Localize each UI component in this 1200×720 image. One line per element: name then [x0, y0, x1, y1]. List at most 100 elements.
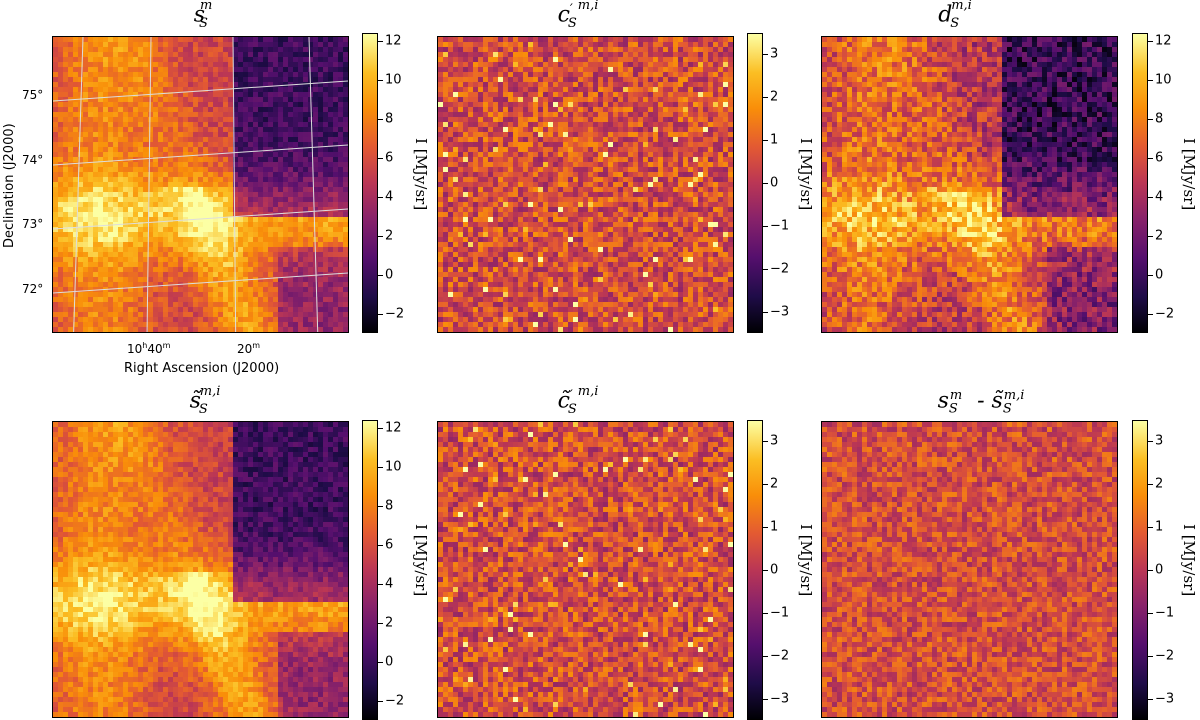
colorbar-tick: [378, 622, 383, 624]
colorbar-tick-label: −3: [770, 691, 789, 706]
colorbar-tick-label: 10: [385, 459, 402, 474]
map-residual: [821, 421, 1118, 718]
colorbar-tick: [763, 698, 768, 700]
colorbar-sm: [362, 33, 378, 333]
cbar-label-ctilde: I [MJy/sr]: [797, 524, 815, 596]
colorbar-tick: [763, 655, 768, 657]
colorbar-tick-label: 12: [385, 420, 402, 435]
colorbar-tick-label: 3: [1155, 434, 1163, 449]
colorbar-tick: [378, 196, 383, 198]
colorbar-tick-label: 0: [385, 267, 393, 282]
colorbar-tick-label: 8: [1155, 111, 1163, 126]
colorbar-tick-label: −1: [770, 605, 789, 620]
colorbar-tick-label: 0: [770, 563, 778, 578]
colorbar-tick-label: 1: [770, 520, 778, 535]
colorbar-tick: [1148, 570, 1153, 571]
colorbar-tick-label: 4: [385, 576, 393, 591]
colorbar-tick: [378, 466, 383, 468]
colorbar-tick: [763, 268, 768, 270]
colorbar-tick-label: −2: [770, 261, 789, 276]
colorbar-tick: [763, 225, 768, 227]
map-d: [821, 36, 1118, 333]
colorbar-residual: [1132, 420, 1148, 720]
colorbar-tick-label: 2: [385, 615, 393, 630]
colorbar-tick: [378, 274, 383, 276]
colorbar-tick: [1148, 441, 1153, 443]
colorbar-tick: [378, 118, 383, 120]
title-d: dSm,i: [900, 0, 1020, 31]
colorbar-tick: [1148, 274, 1153, 276]
map-sm: [52, 36, 349, 333]
colorbar-tick: [1148, 235, 1153, 237]
colorbar-tick: [763, 311, 768, 313]
colorbar-tick-label: 12: [1155, 33, 1172, 48]
colorbar-tick-label: −3: [1155, 691, 1174, 706]
colorbar-tick-label: 0: [1155, 267, 1163, 282]
cbar-label-cprime: I [MJy/sr]: [797, 138, 815, 210]
cbar-label-residual: I [MJy/sr]: [1180, 524, 1198, 596]
map-stilde: [52, 421, 349, 718]
colorbar-tick-label: 6: [385, 537, 393, 552]
title-ctilde: c̃′Sm,i: [520, 384, 640, 417]
colorbar-tick-label: 12: [385, 33, 402, 48]
colorbar-tick-label: 0: [770, 176, 778, 191]
xtick-10h40m: 10h40m: [127, 341, 170, 356]
colorbar-tick: [1148, 40, 1153, 42]
colorbar-tick: [1148, 79, 1153, 81]
colorbar-tick-label: 3: [770, 434, 778, 449]
colorbar-tick: [1148, 655, 1153, 657]
colorbar-tick-label: 1: [770, 133, 778, 148]
colorbar-tick-label: 8: [385, 498, 393, 513]
colorbar-tick: [763, 527, 768, 529]
colorbar-tick: [1148, 118, 1153, 120]
colorbar-tick-label: 2: [1155, 228, 1163, 243]
colorbar-tick-label: 6: [1155, 150, 1163, 165]
colorbar-tick: [763, 441, 768, 443]
colorbar-tick-label: 6: [385, 150, 393, 165]
colorbar-tick-label: −3: [770, 304, 789, 319]
map-ctilde: [437, 421, 734, 718]
title-sm: sSm: [155, 0, 265, 31]
colorbar-tick: [763, 570, 768, 571]
ytick-74: 74°: [22, 153, 43, 167]
colorbar-tick-label: 2: [770, 90, 778, 105]
colorbar-ctilde: [747, 420, 763, 720]
colorbar-tick: [763, 140, 768, 142]
colorbar-tick: [378, 505, 383, 507]
cbar-label-sm: I [MJy/sr]: [412, 138, 430, 210]
colorbar-tick: [1148, 484, 1153, 486]
xtick-20m: 20m: [237, 341, 260, 356]
colorbar-tick-label: 4: [1155, 189, 1163, 204]
colorbar-tick: [378, 313, 383, 315]
colorbar-tick: [378, 157, 383, 159]
colorbar-tick: [378, 79, 383, 81]
colorbar-tick: [378, 700, 383, 702]
colorbar-tick-label: −2: [1155, 648, 1174, 663]
colorbar-tick: [1148, 196, 1153, 198]
ytick-72: 72°: [22, 282, 43, 296]
title-stilde: s̃Sm,i: [150, 384, 270, 417]
colorbar-tick: [763, 484, 768, 486]
colorbar-tick: [1148, 527, 1153, 529]
colorbar-tick: [1148, 698, 1153, 700]
cbar-label-d: I [MJy/sr]: [1180, 138, 1198, 210]
colorbar-tick: [378, 661, 383, 663]
xlabel: Right Ascension (J2000): [124, 361, 279, 376]
colorbar-tick-label: 2: [1155, 477, 1163, 492]
colorbar-tick-label: 2: [770, 477, 778, 492]
colorbar-tick: [1148, 313, 1153, 315]
cbar-label-stilde: I [MJy/sr]: [412, 524, 430, 596]
colorbar-tick-label: 2: [385, 228, 393, 243]
colorbar-tick-label: 0: [1155, 563, 1163, 578]
colorbar-tick: [1148, 157, 1153, 159]
ylabel: Declination (J2000): [2, 123, 17, 248]
ytick-75: 75°: [22, 88, 43, 102]
colorbar-tick-label: −2: [385, 693, 404, 708]
map-cprime: [437, 36, 734, 333]
colorbar-tick: [763, 97, 768, 99]
colorbar-tick-label: 0: [385, 654, 393, 669]
colorbar-tick: [763, 183, 768, 184]
title-residual: sSm - s̃Sm,i: [900, 388, 1070, 417]
colorbar-tick-label: 3: [770, 47, 778, 62]
colorbar-tick: [378, 583, 383, 585]
